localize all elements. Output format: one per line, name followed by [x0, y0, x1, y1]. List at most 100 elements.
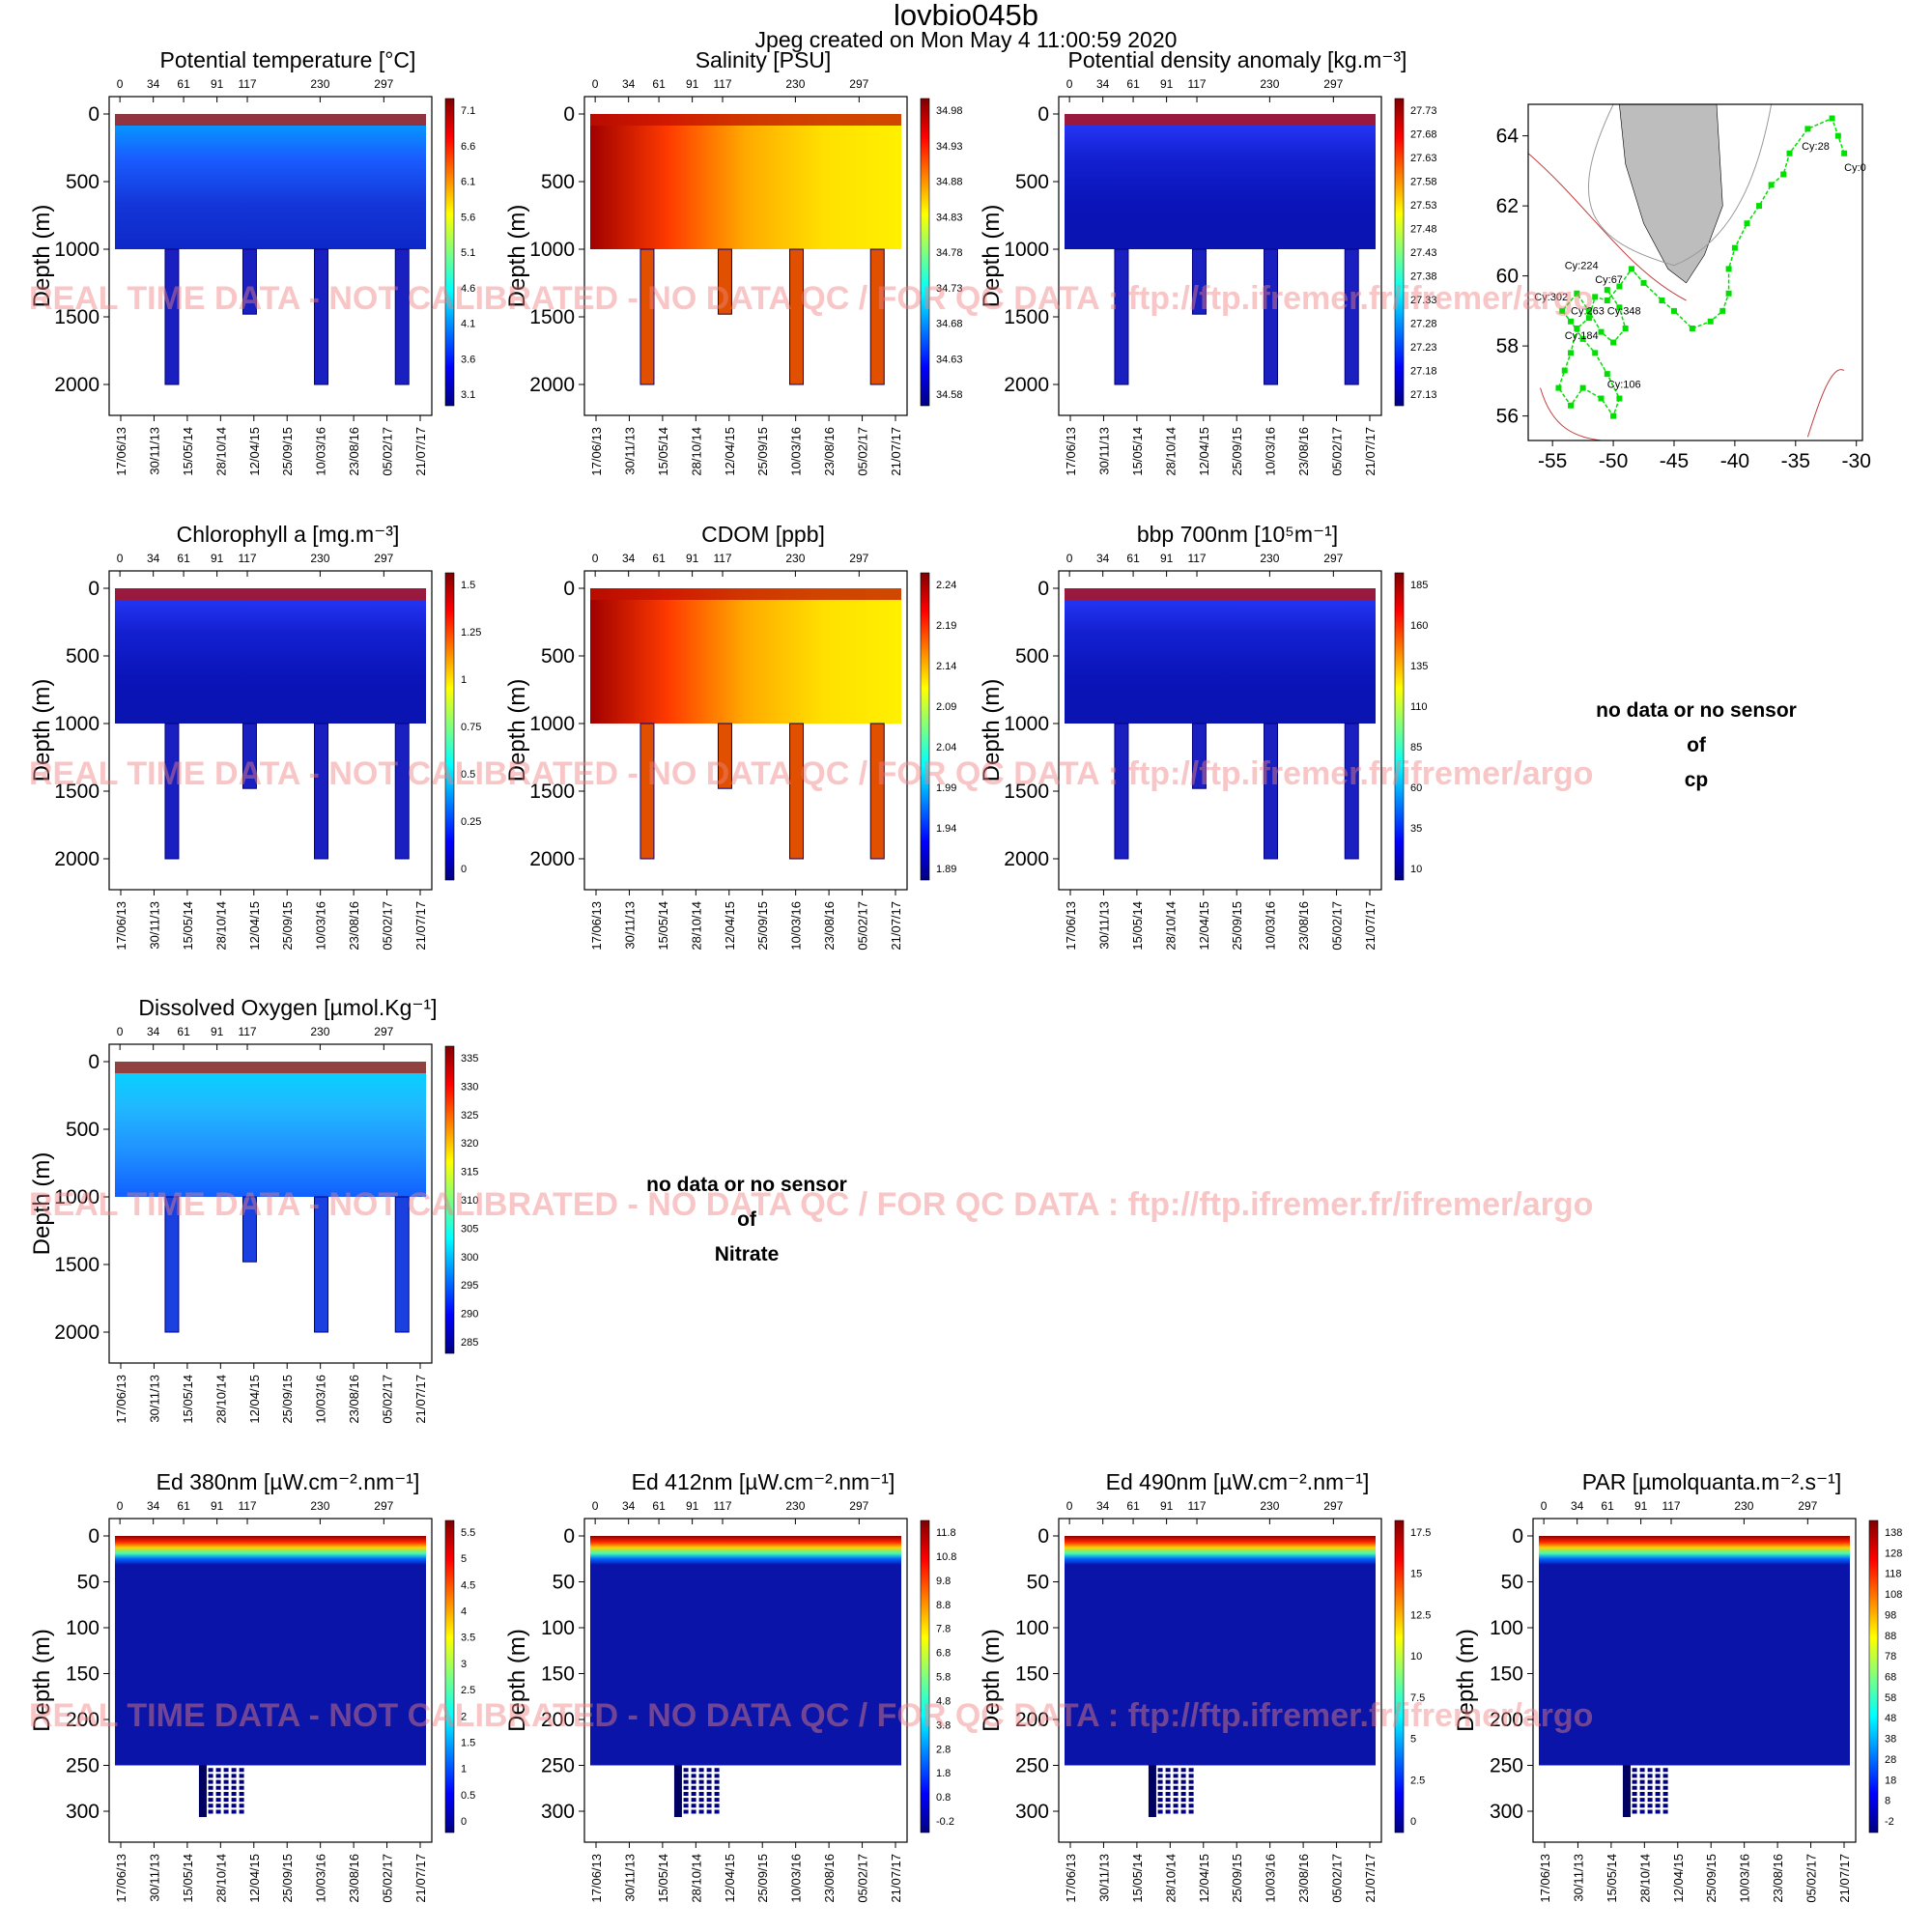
- map-x-tick: -50: [1599, 450, 1628, 472]
- deep-profile: [314, 1196, 329, 1333]
- colorbar-tick: 58: [1885, 1692, 1896, 1704]
- y-tick: 50: [1501, 1572, 1523, 1594]
- date-tick: 10/03/16: [314, 1375, 328, 1424]
- deep-profile: [1264, 723, 1279, 860]
- date-tick: 15/05/14: [1130, 1854, 1145, 1903]
- colorbar-tick: 118: [1885, 1569, 1902, 1580]
- y-tick: 2000: [54, 374, 99, 396]
- date-tick: 25/09/15: [280, 1375, 295, 1424]
- colorbar-tick: 2.5: [461, 1685, 475, 1696]
- deep-profile: [1622, 1765, 1631, 1817]
- colorbar-tick: 4: [461, 1606, 467, 1618]
- panel-oxy: Dissolved Oxygen [µmol.Kg⁻¹] 0 34 61 91 117 23…: [29, 995, 478, 1424]
- deep-profile: [1344, 248, 1359, 385]
- panel-title: Ed 490nm [µW.cm⁻².nm⁻¹]: [1106, 1469, 1370, 1494]
- deep-profile: [1264, 248, 1279, 385]
- colorbar-tick: 12.5: [1410, 1609, 1431, 1621]
- cycle-tick: 117: [713, 77, 731, 91]
- colorbar-tick: 34.83: [936, 212, 963, 223]
- panel-title: Potential temperature [°C]: [160, 47, 416, 72]
- y-tick: 1000: [529, 239, 575, 261]
- date-tick: 12/04/15: [723, 427, 737, 476]
- cycle-label: Cy:184: [1565, 330, 1599, 342]
- panel-title: Salinity [PSU]: [696, 47, 832, 72]
- colorbar: [920, 1520, 930, 1833]
- plot-frame: [583, 96, 908, 416]
- deep-profile: [242, 723, 257, 789]
- panel-dens: Potential density anomaly [kg.m⁻³] 0 34 61 9…: [979, 47, 1437, 476]
- date-tick: 28/10/14: [213, 1854, 228, 1903]
- date-tick: 17/06/13: [114, 1854, 128, 1903]
- colorbar-tick: 1: [461, 674, 467, 686]
- cycle-tick: 61: [652, 552, 666, 565]
- figure-subtitle: Jpeg created on Mon May 4 11:00:59 2020: [755, 27, 1178, 52]
- surface-layer: [1539, 1536, 1850, 1565]
- y-tick: 0: [1512, 1525, 1523, 1548]
- colorbar-tick: 5: [1410, 1734, 1416, 1746]
- date-tick: 10/03/16: [1264, 901, 1278, 951]
- colorbar-tick: 34.78: [936, 247, 963, 259]
- track-point: [1616, 304, 1623, 311]
- date-tick: 30/11/13: [147, 901, 161, 950]
- colorbar-tick: 2.5: [1410, 1775, 1425, 1786]
- colorbar-tick: 0.75: [461, 722, 481, 733]
- cycle-tick: 297: [849, 1499, 868, 1513]
- track-point: [1707, 318, 1714, 325]
- panel-par: PAR [µmolquanta.m⁻².s⁻¹] 0 34 61 91 117 230 297…: [1453, 1469, 1902, 1903]
- colorbar-tick: 5.1: [461, 247, 475, 259]
- y-tick: 0: [1037, 578, 1049, 600]
- cycle-tick: 117: [1187, 552, 1206, 565]
- track-point: [1574, 326, 1580, 331]
- surface-layer: [590, 1536, 901, 1565]
- cycle-tick: 297: [849, 552, 868, 565]
- cycle-tick: 34: [1571, 1499, 1584, 1513]
- track-point: [1568, 318, 1575, 325]
- colorbar-tick: 3.6: [461, 354, 475, 365]
- y-axis-label: Depth (m): [29, 1152, 55, 1256]
- section-fill: [1065, 1536, 1376, 1766]
- y-tick: 2000: [54, 1321, 99, 1344]
- y-tick: 100: [541, 1617, 575, 1639]
- date-tick: 25/09/15: [1230, 427, 1244, 476]
- map-y-tick: 56: [1496, 406, 1519, 428]
- cycle-tick: 230: [785, 1499, 805, 1513]
- date-tick: 25/09/15: [1704, 1854, 1719, 1903]
- watermarks: REAL TIME DATA - NOT CALIBRATED - NO DAT…: [29, 280, 1593, 1734]
- cycle-label: Cy:0: [1844, 162, 1866, 174]
- colorbar-tick: 68: [1885, 1672, 1896, 1684]
- colorbar-tick: 310: [461, 1195, 478, 1207]
- cycle-tick: 230: [1260, 552, 1279, 565]
- track-point: [1622, 326, 1629, 331]
- colorbar-tick: 27.73: [1410, 105, 1437, 117]
- cycle-tick: 0: [1541, 1499, 1548, 1513]
- deep-profile: [242, 248, 257, 315]
- date-tick: 15/05/14: [656, 1854, 670, 1903]
- y-tick: 2000: [529, 848, 575, 870]
- colorbar-tick: 8.8: [936, 1600, 951, 1611]
- cycle-tick: 230: [1260, 77, 1279, 91]
- track-point: [1640, 279, 1647, 286]
- cycle-tick: 0: [592, 552, 599, 565]
- deep-profile: [198, 1765, 207, 1817]
- surface-layer: [590, 114, 901, 126]
- cycle-tick: 0: [592, 1499, 599, 1513]
- y-tick: 250: [1015, 1755, 1049, 1777]
- y-tick: 1000: [529, 713, 575, 735]
- colorbar-tick: 10.8: [936, 1551, 956, 1563]
- cycle-tick: 61: [1126, 552, 1140, 565]
- y-tick: 500: [66, 171, 99, 193]
- colorbar-tick: 6.1: [461, 177, 475, 188]
- deep-profile: [1191, 248, 1207, 315]
- colorbar-tick: 4.1: [461, 319, 475, 330]
- y-tick: 1500: [54, 1254, 99, 1276]
- deep-profile: [639, 723, 655, 860]
- y-tick: 100: [66, 1617, 99, 1639]
- map-y-tick: 58: [1496, 335, 1519, 357]
- colorbar-tick: 5.5: [461, 1527, 475, 1539]
- plot-frame: [583, 570, 908, 891]
- colorbar: [444, 1520, 455, 1833]
- track-point: [1744, 220, 1750, 227]
- date-tick: 12/04/15: [1197, 901, 1211, 951]
- date-tick: 05/02/17: [856, 1854, 870, 1903]
- y-tick: 500: [541, 645, 575, 668]
